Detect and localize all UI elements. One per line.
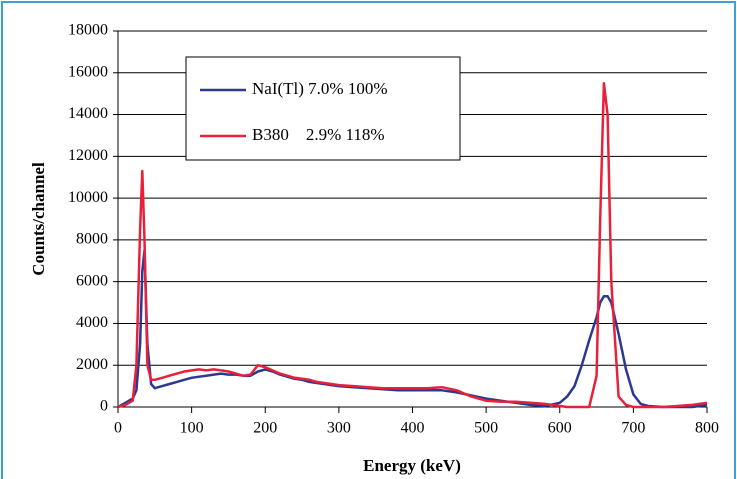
series-line (117, 81, 708, 409)
x-tick-label: 400 (401, 420, 425, 437)
x-tick-label: 800 (695, 420, 719, 437)
y-tick-label: 18000 (68, 22, 108, 39)
y-tick-label: 8000 (76, 231, 108, 248)
y-tick-label: 6000 (76, 272, 108, 289)
x-tick-label: 500 (474, 420, 498, 437)
y-axis-title: Counts/channel (29, 162, 48, 276)
x-tick-label: 700 (621, 420, 645, 437)
y-tick-label: 4000 (76, 314, 108, 331)
legend-label: B380 2.9% 118% (252, 125, 385, 144)
y-tick-label: 2000 (76, 356, 108, 373)
x-tick-label: 300 (327, 420, 351, 437)
x-tick-label: 100 (180, 420, 204, 437)
y-tick-label: 12000 (68, 147, 108, 164)
y-tick-label: 14000 (68, 105, 108, 122)
y-tick-label: 16000 (68, 63, 108, 80)
y-tick-label: 10000 (68, 189, 108, 206)
y-tick-label: 0 (100, 398, 108, 415)
x-tick-label: 0 (114, 420, 122, 437)
x-axis-title: Energy (keV) (363, 456, 461, 475)
legend-box (185, 56, 461, 161)
legend-label: NaI(Tl) 7.0% 100% (252, 79, 388, 98)
x-tick-label: 600 (548, 420, 572, 437)
x-tick-label: 200 (253, 420, 277, 437)
